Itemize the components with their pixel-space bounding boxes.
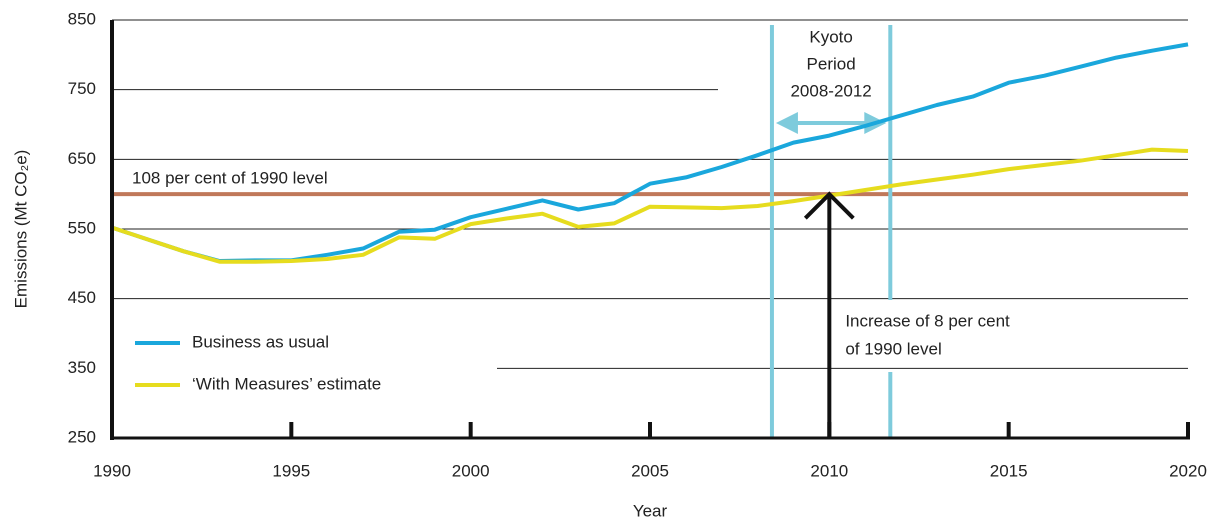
y-tick-label: 550 xyxy=(68,218,96,237)
x-tick-label: 2005 xyxy=(631,461,669,480)
y-axis-label: Emissions (Mt CO₂e) xyxy=(11,150,30,309)
increase-label: of 1990 level xyxy=(845,339,941,358)
y-tick-label: 250 xyxy=(68,427,96,446)
y-tick-label: 750 xyxy=(68,79,96,98)
kyoto-arrowhead xyxy=(775,112,798,134)
y-tick-label: 350 xyxy=(68,358,96,377)
kyoto-label: Kyoto xyxy=(809,27,852,46)
x-tick-label: 1995 xyxy=(272,461,310,480)
kyoto-label: Period xyxy=(807,54,856,73)
series-line xyxy=(111,147,1189,264)
legend-label: Business as usual xyxy=(192,332,329,351)
y-tick-label: 650 xyxy=(68,149,96,168)
x-tick-label: 2015 xyxy=(990,461,1028,480)
y-tick-label: 450 xyxy=(68,288,96,307)
increase-arrowhead xyxy=(803,191,855,220)
kyoto-label: 2008-2012 xyxy=(790,81,871,100)
y-tick-label: 850 xyxy=(68,9,96,28)
x-tick-label: 2000 xyxy=(452,461,490,480)
legend-label: ‘With Measures’ estimate xyxy=(192,374,381,393)
reference-label: 108 per cent of 1990 level xyxy=(132,169,328,188)
x-axis-label: Year xyxy=(633,501,668,520)
x-tick-label: 1990 xyxy=(93,461,131,480)
increase-label: Increase of 8 per cent xyxy=(845,311,1010,330)
x-tick-label: 2020 xyxy=(1169,461,1207,480)
x-tick-label: 2010 xyxy=(810,461,848,480)
